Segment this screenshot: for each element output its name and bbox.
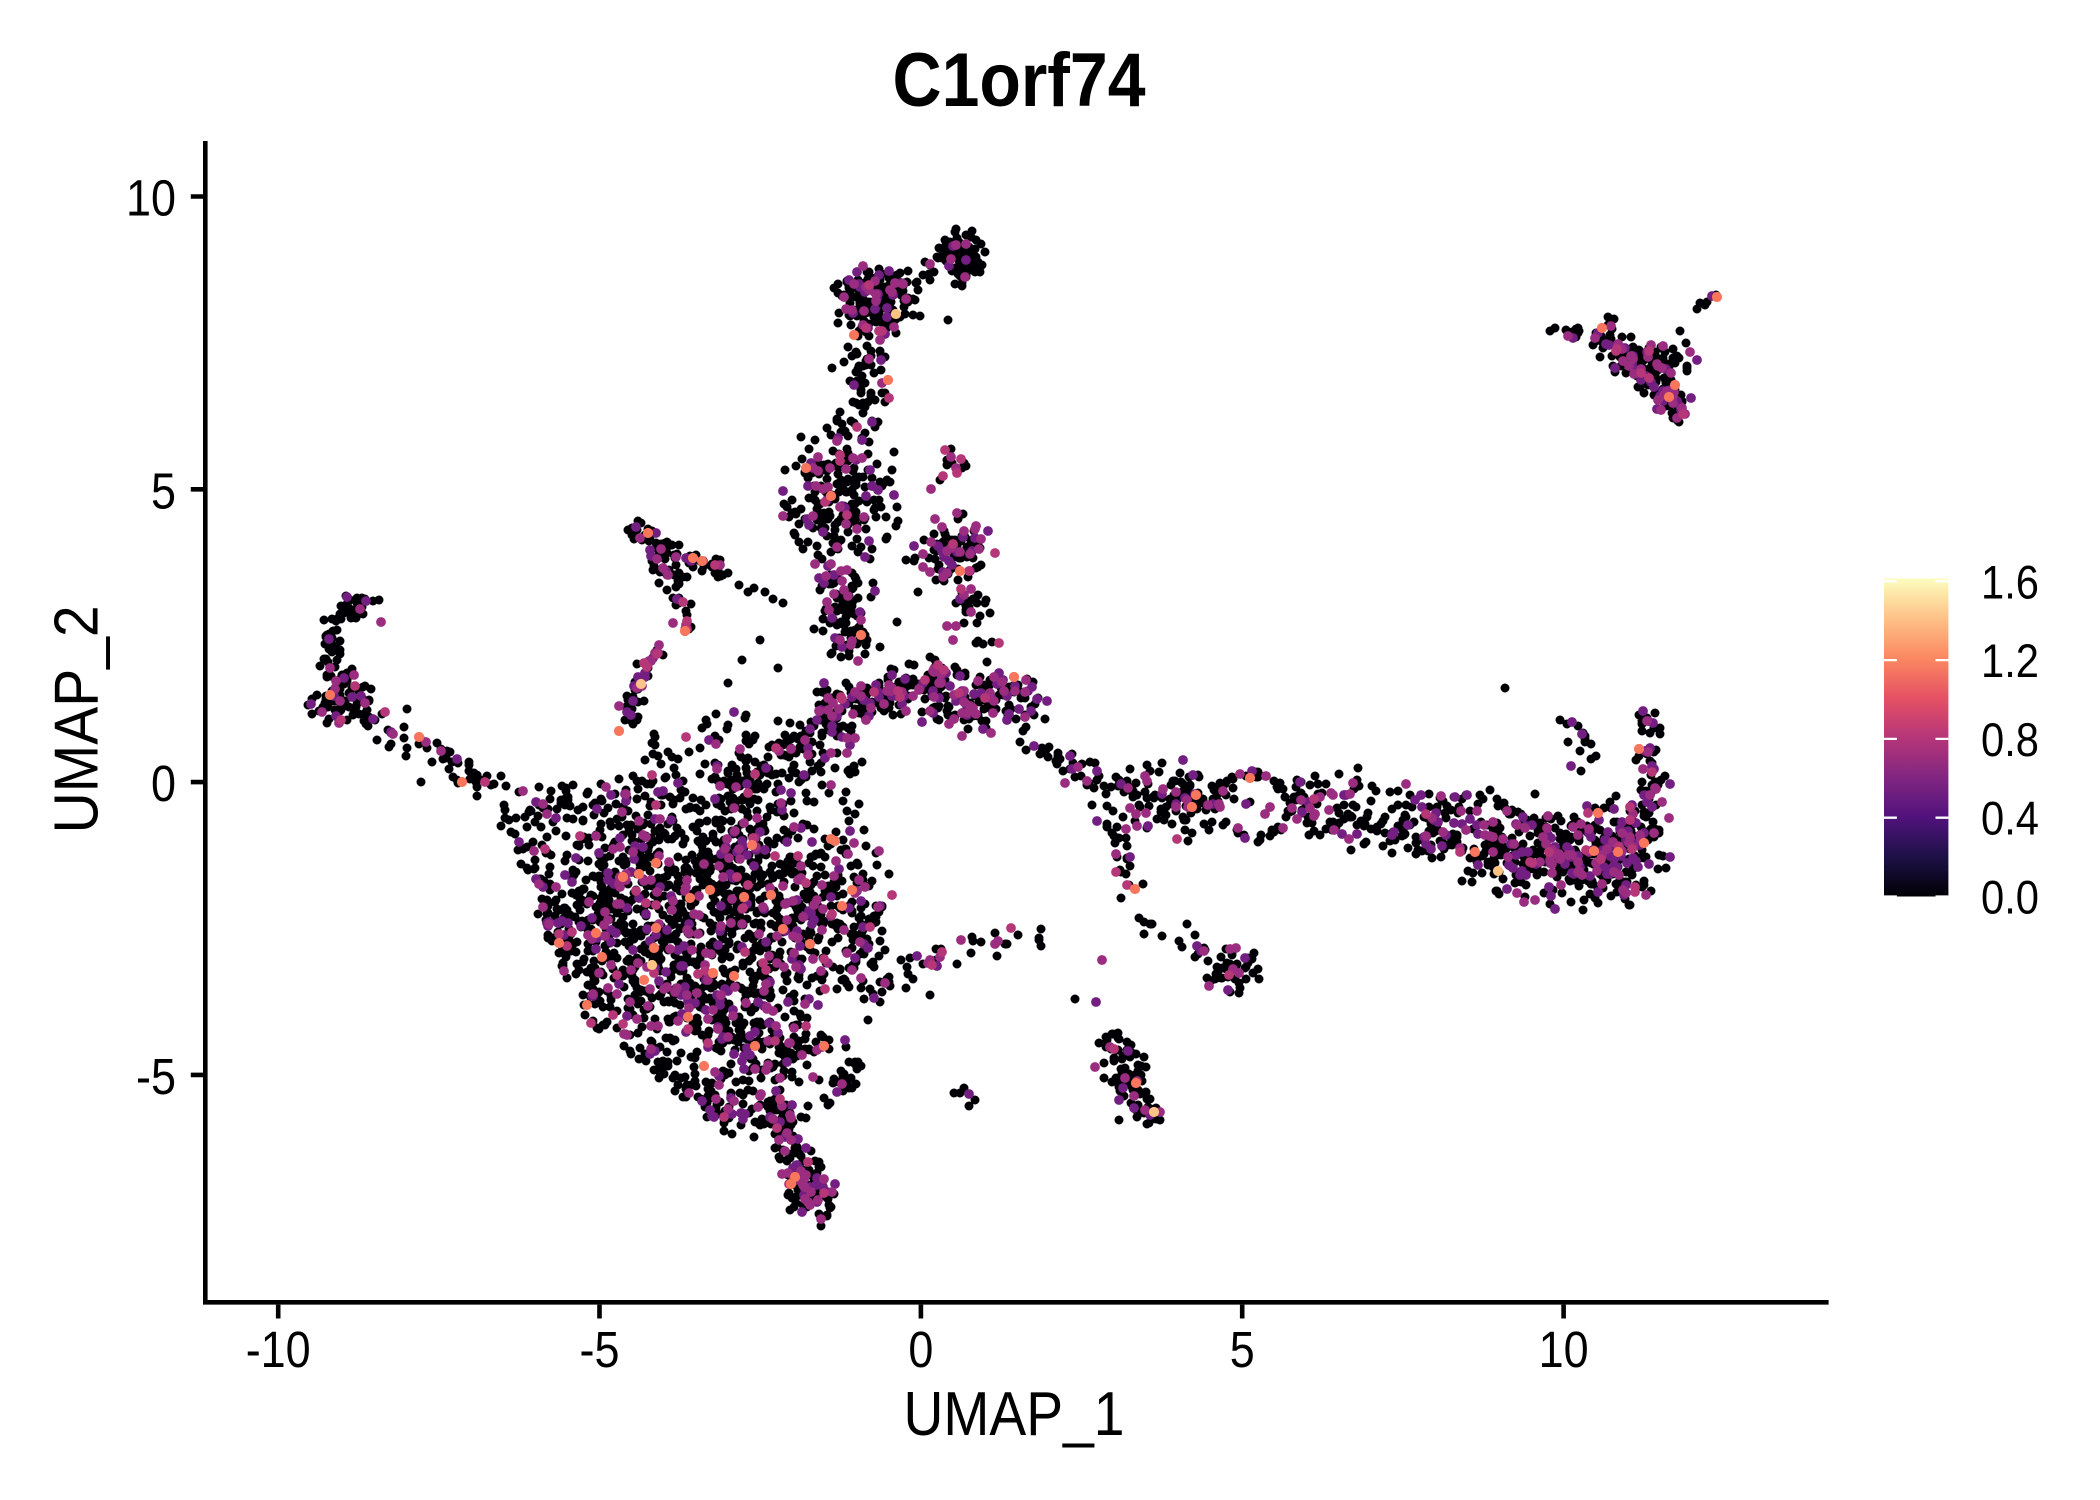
svg-text:0.0: 0.0 bbox=[1981, 871, 2039, 924]
svg-text:10: 10 bbox=[126, 170, 176, 227]
svg-text:UMAP_2: UMAP_2 bbox=[43, 605, 112, 833]
svg-text:UMAP_1: UMAP_1 bbox=[904, 1380, 1125, 1449]
svg-text:10: 10 bbox=[1539, 1321, 1589, 1378]
svg-text:1.6: 1.6 bbox=[1981, 555, 2039, 608]
svg-text:C1orf74: C1orf74 bbox=[893, 38, 1146, 123]
svg-text:0.4: 0.4 bbox=[1981, 792, 2039, 845]
svg-text:0: 0 bbox=[151, 755, 176, 812]
svg-text:-5: -5 bbox=[136, 1048, 176, 1105]
svg-text:5: 5 bbox=[1230, 1321, 1255, 1378]
svg-text:0: 0 bbox=[908, 1321, 933, 1378]
svg-text:0.8: 0.8 bbox=[1981, 713, 2039, 766]
svg-text:-5: -5 bbox=[580, 1321, 620, 1378]
svg-text:-10: -10 bbox=[246, 1321, 311, 1378]
svg-text:5: 5 bbox=[151, 462, 176, 519]
svg-text:1.2: 1.2 bbox=[1981, 634, 2039, 687]
